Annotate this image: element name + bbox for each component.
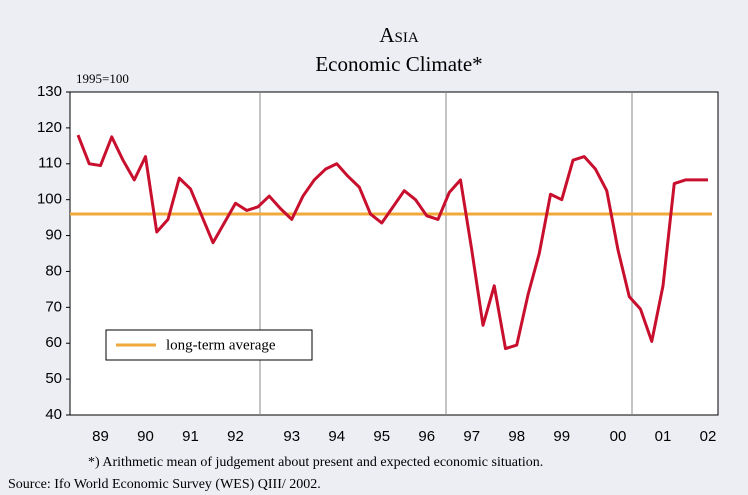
x-tick-label: 94 (328, 428, 345, 445)
legend-label: long-term average (166, 337, 276, 353)
x-tick-label: 95 (373, 428, 390, 445)
x-tick-label: 99 (553, 428, 570, 445)
x-tick-label: 97 (463, 428, 480, 445)
x-tick-label: 92 (227, 428, 244, 445)
x-tick-label: 98 (508, 428, 525, 445)
y-tick-label: 80 (45, 262, 62, 279)
chart-title: Asia (379, 23, 419, 47)
y-tick-label: 100 (37, 191, 62, 208)
x-tick-label: 96 (418, 428, 435, 445)
y-tick-label: 130 (37, 83, 62, 100)
y-tick-label: 110 (38, 155, 62, 172)
y-tick-label: 50 (45, 370, 62, 387)
x-tick-label: 00 (610, 428, 627, 445)
x-tick-label: 89 (92, 428, 109, 445)
source: Source: Ifo World Economic Survey (WES) … (8, 477, 321, 492)
footnote: *) Arithmetic mean of judgement about pr… (88, 455, 543, 470)
y-tick-label: 120 (37, 119, 62, 136)
y-tick-label: 70 (45, 298, 62, 315)
x-tick-label: 01 (655, 428, 672, 445)
series-line (76, 134, 708, 351)
x-tick-label: 90 (137, 428, 154, 445)
x-tick-label: 02 (700, 428, 717, 445)
x-tick-label: 91 (182, 428, 199, 445)
y-tick-label: 90 (45, 227, 62, 244)
y-tick-label: 40 (45, 406, 62, 423)
unit-note: 1995=100 (76, 71, 129, 86)
y-tick-label: 60 (45, 334, 62, 351)
x-tick-label: 93 (283, 428, 300, 445)
plot-area (69, 91, 719, 416)
chart-subtitle: Economic Climate* (315, 52, 482, 76)
